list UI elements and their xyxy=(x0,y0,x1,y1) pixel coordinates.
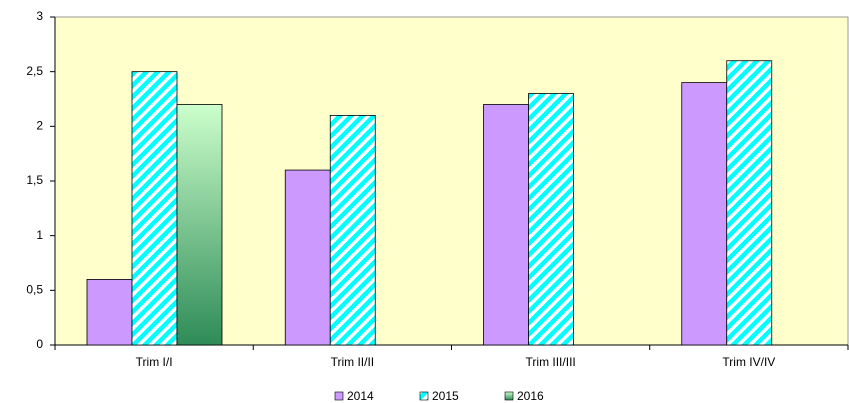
legend-swatch xyxy=(504,391,514,401)
bar xyxy=(284,169,331,346)
bar xyxy=(726,60,773,346)
bar xyxy=(528,93,574,346)
bar xyxy=(681,82,728,346)
y-tick-label: 1 xyxy=(36,228,43,242)
legend-label: 2015 xyxy=(432,389,459,403)
x-tick-label: Trim IV/IV xyxy=(722,355,775,369)
y-tick-label: 0 xyxy=(36,337,43,351)
y-tick-label: 0,5 xyxy=(26,283,43,297)
y-tick-label: 2 xyxy=(36,119,43,133)
legend-swatch xyxy=(419,391,429,401)
y-tick-label: 1,5 xyxy=(26,173,43,187)
legend-swatch xyxy=(334,391,344,401)
bar xyxy=(86,278,133,346)
x-tick-label: Trim III/III xyxy=(526,355,576,369)
x-tick-label: Trim I/I xyxy=(136,355,173,369)
bar xyxy=(483,104,529,346)
bar xyxy=(176,104,223,346)
legend-label: 2014 xyxy=(347,389,374,403)
bar xyxy=(131,71,178,346)
bar xyxy=(329,115,376,346)
x-tick-label: Trim II/II xyxy=(331,355,375,369)
legend-label: 2016 xyxy=(517,389,544,403)
y-tick-label: 2,5 xyxy=(26,64,43,78)
y-tick-label: 3 xyxy=(36,9,43,23)
